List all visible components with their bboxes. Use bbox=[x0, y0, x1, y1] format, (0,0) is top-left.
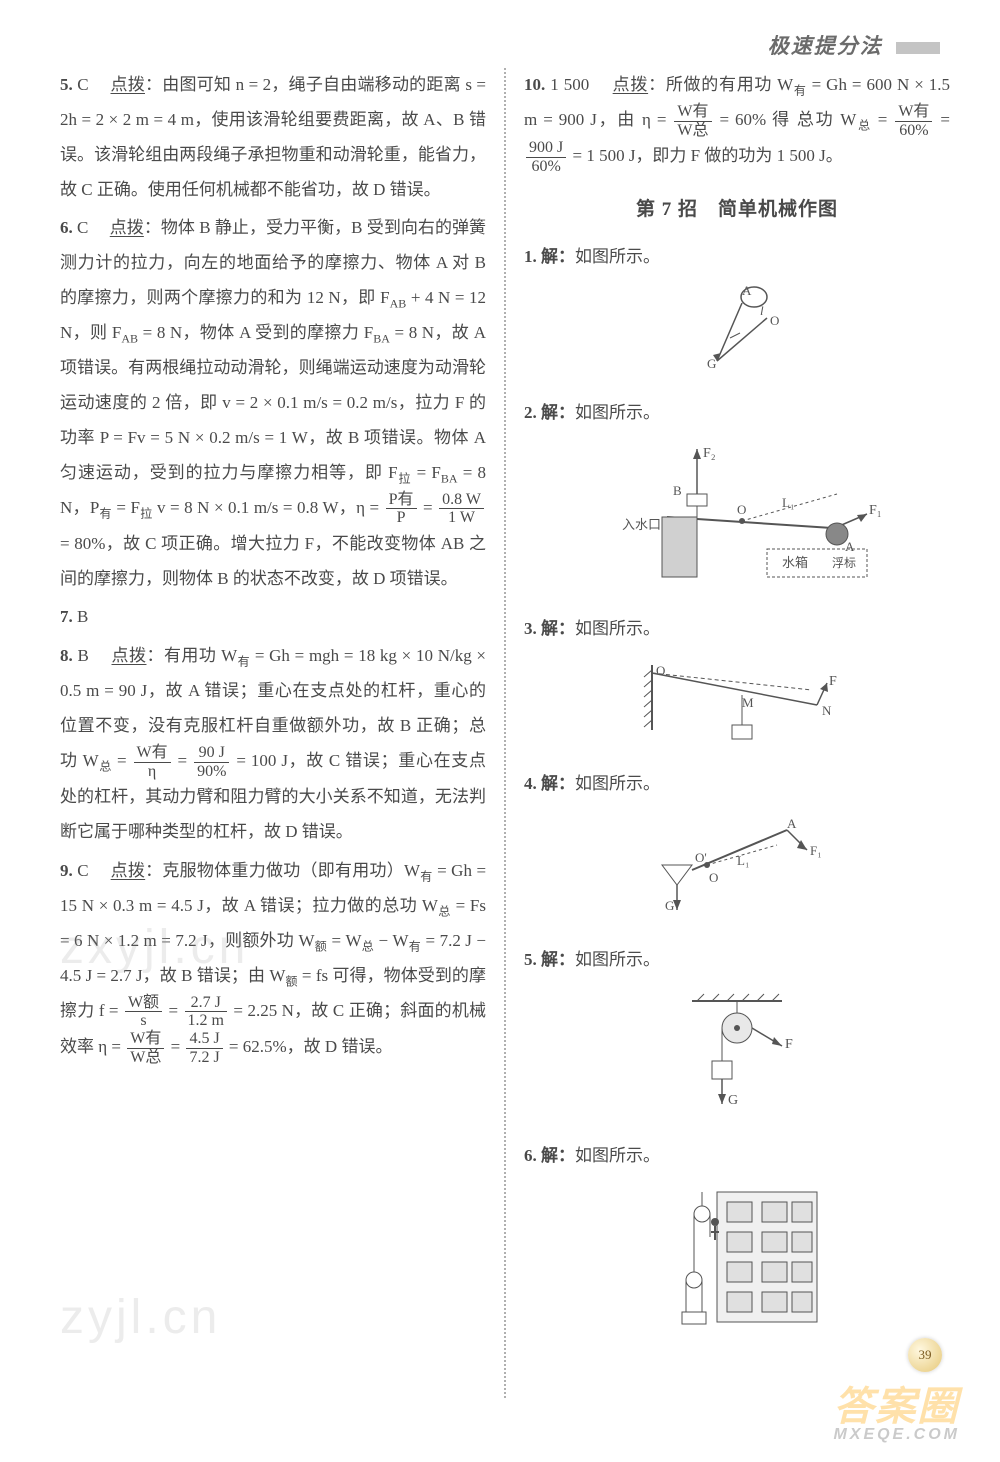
svg-text:l: l bbox=[760, 303, 764, 318]
brand-watermark: 答案圈 MXEQE.COM bbox=[833, 1374, 960, 1444]
svg-text:入水口: 入水口 bbox=[622, 517, 661, 532]
q6-number: 6. bbox=[60, 218, 73, 237]
page-number-bubble: 39 bbox=[908, 1338, 942, 1372]
question-7: 7. B bbox=[60, 600, 486, 635]
svg-text:M: M bbox=[742, 695, 754, 710]
solution-3: 3. 解：如图所示。 bbox=[524, 612, 950, 647]
question-5: 5. C 点拨：由图可知 n = 2，绳子自由端移动的距离 s = 2h = 2… bbox=[60, 68, 486, 207]
solution-1: 1. 解：如图所示。 bbox=[524, 240, 950, 275]
svg-text:F₁: F₁ bbox=[810, 843, 822, 858]
q9-number: 9. bbox=[60, 861, 73, 880]
question-9: 9. C 点拨：克服物体重力做功（即有用功）W有 = Gh = 15 N × 0… bbox=[60, 854, 486, 1066]
svg-text:B: B bbox=[673, 483, 682, 498]
svg-text:浮标: 浮标 bbox=[832, 556, 856, 570]
section-7-title: 第 7 招 简单机械作图 bbox=[524, 191, 950, 230]
q9-hint-label: 点拨 bbox=[111, 861, 146, 880]
figure-4: A F₁ L₁ O' O G bbox=[524, 810, 950, 933]
page-header: 极速提分法 bbox=[60, 30, 950, 60]
svg-text:F: F bbox=[829, 674, 837, 689]
q5-answer: C bbox=[77, 75, 88, 94]
left-column: 5. C 点拨：由图可知 n = 2，绳子自由端移动的距离 s = 2h = 2… bbox=[60, 68, 506, 1398]
solution-4: 4. 解：如图所示。 bbox=[524, 767, 950, 802]
question-10: 10. 1 500 点拨：所做的有用功 W有 = Gh = 600 N × 1.… bbox=[524, 68, 950, 175]
svg-text:A: A bbox=[742, 283, 752, 298]
svg-text:水箱: 水箱 bbox=[782, 555, 808, 570]
q10-hint-label: 点拨 bbox=[613, 75, 648, 94]
q5-number: 5. bbox=[60, 75, 73, 94]
svg-text:O: O bbox=[737, 502, 746, 517]
q6-answer: C bbox=[77, 218, 88, 237]
q10-number: 10. bbox=[524, 75, 545, 94]
svg-text:F₁: F₁ bbox=[869, 503, 882, 518]
svg-text:N: N bbox=[822, 703, 832, 718]
svg-text:L₁: L₁ bbox=[737, 853, 749, 868]
figure-2: F₂ B O L₁ F₁ A 入水口 bbox=[524, 439, 950, 602]
question-6: 6. C 点拨：物体 B 静止，受力平衡，B 受到向右的弹簧测力计的拉力，向左的… bbox=[60, 211, 486, 596]
solution-5: 5. 解：如图所示。 bbox=[524, 943, 950, 978]
q6-hint-label: 点拨 bbox=[110, 218, 144, 237]
svg-text:G: G bbox=[707, 356, 716, 371]
q9-answer: C bbox=[77, 861, 88, 880]
svg-text:O': O' bbox=[695, 850, 707, 865]
q8-number: 8. bbox=[60, 646, 73, 665]
figure-6 bbox=[524, 1182, 950, 1345]
svg-text:A: A bbox=[845, 539, 855, 554]
header-title: 极速提分法 bbox=[768, 34, 883, 58]
svg-text:G: G bbox=[728, 1093, 738, 1108]
q8-hint-label: 点拨 bbox=[112, 646, 147, 665]
solution-2: 2. 解：如图所示。 bbox=[524, 396, 950, 431]
q5-hint-label: 点拨 bbox=[111, 75, 145, 94]
svg-text:O: O bbox=[770, 313, 779, 328]
header-decoration bbox=[896, 42, 940, 54]
svg-text:F₂: F₂ bbox=[703, 446, 716, 461]
q7-number: 7. bbox=[60, 607, 73, 626]
q8-answer: B bbox=[77, 646, 88, 665]
figure-1: l O A G bbox=[524, 283, 950, 386]
svg-text:A: A bbox=[787, 816, 797, 831]
solution-6: 6. 解：如图所示。 bbox=[524, 1139, 950, 1174]
q7-answer: B bbox=[77, 607, 88, 626]
svg-text:L₁: L₁ bbox=[782, 495, 794, 510]
svg-text:G: G bbox=[665, 898, 674, 913]
figure-3: O M F N bbox=[524, 655, 950, 758]
right-column: 10. 1 500 点拨：所做的有用功 W有 = Gh = 600 N × 1.… bbox=[506, 68, 950, 1398]
q10-answer: 1 500 bbox=[550, 75, 589, 94]
svg-text:F: F bbox=[785, 1037, 793, 1052]
svg-text:O: O bbox=[709, 870, 718, 885]
figure-5: F G bbox=[524, 986, 950, 1129]
question-8: 8. B 点拨：有用功 W有 = Gh = mgh = 18 kg × 10 N… bbox=[60, 639, 486, 850]
